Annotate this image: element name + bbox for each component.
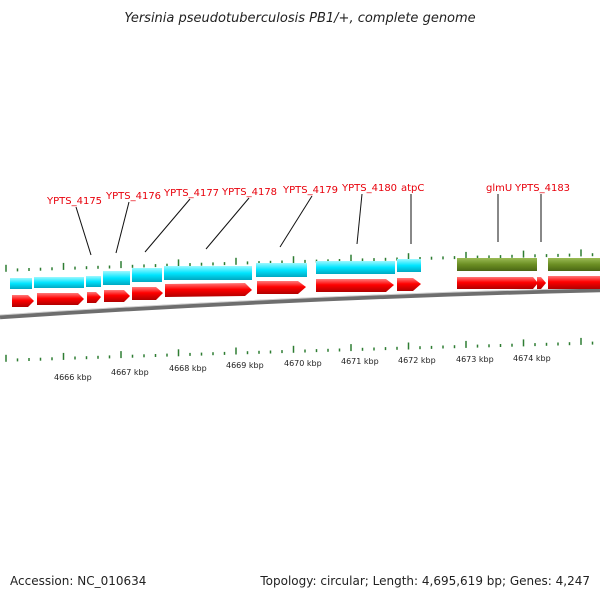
cyan-feature: [10, 278, 32, 289]
cyan-feature: [397, 259, 421, 272]
gene-label: atpC: [401, 183, 424, 194]
cyan-feature: [316, 261, 395, 274]
lower-tick-marks: [5, 337, 594, 362]
gene-label: YPTS_4183: [514, 183, 570, 194]
gene-leader-line: [75, 206, 92, 256]
scale-labels: 4666 kbp 4667 kbp 4668 kbp 4669 kbp 4670…: [54, 354, 551, 382]
gene-label: YPTS_4179: [282, 185, 338, 196]
gene-labels: YPTS_4175 YPTS_4176 YPTS_4177 YPTS_4178 …: [46, 183, 570, 256]
genome-backbone-highlight: [0, 287, 600, 316]
cds-arrow: [457, 277, 538, 289]
scale-label: 4670 kbp: [284, 359, 322, 368]
gene-leader-line: [356, 193, 363, 245]
cyan-feature: [164, 266, 252, 280]
cyan-feature: [103, 271, 130, 285]
gene-label: YPTS_4176: [105, 191, 161, 202]
cyan-feature: [132, 268, 162, 282]
cyan-feature-track: [10, 259, 421, 289]
cds-arrow: [37, 293, 84, 305]
cyan-feature: [34, 277, 84, 288]
scale-label: 4671 kbp: [341, 357, 379, 366]
cyan-feature: [86, 276, 101, 287]
cyan-feature: [256, 263, 307, 277]
cds-arrow: [104, 290, 130, 302]
gene-label: glmU: [486, 183, 512, 194]
scale-label: 4672 kbp: [398, 356, 436, 365]
gene-label: YPTS_4177: [163, 188, 219, 199]
olive-feature-track: [457, 258, 600, 271]
scale-label: 4673 kbp: [456, 355, 494, 364]
cds-arrow: [548, 276, 600, 289]
olive-feature: [548, 258, 600, 271]
gene-label: YPTS_4175: [46, 196, 102, 207]
map-title: Yersinia pseudotuberculosis PB1/+, compl…: [124, 11, 475, 26]
cds-track: [12, 276, 600, 307]
scale-label: 4667 kbp: [111, 368, 149, 377]
scale-label: 4668 kbp: [169, 364, 207, 373]
accession-text: Accession: NC_010634: [10, 574, 147, 588]
cds-arrow: [537, 277, 546, 289]
cds-arrow: [316, 279, 394, 292]
genome-summary-text: Topology: circular; Length: 4,695,619 bp…: [260, 574, 590, 588]
cds-arrow: [397, 278, 421, 291]
cds-arrow: [12, 295, 34, 307]
gene-leader-line: [279, 195, 313, 248]
cds-arrow: [132, 287, 163, 300]
gene-leader-line: [115, 201, 130, 254]
gene-leader-line: [144, 198, 191, 253]
scale-label: 4674 kbp: [513, 354, 551, 363]
cds-arrow: [165, 283, 252, 297]
scale-label: 4669 kbp: [226, 361, 264, 370]
cds-arrow: [257, 281, 306, 294]
genome-backbone: [0, 287, 600, 320]
olive-feature: [457, 258, 537, 271]
scale-label: 4666 kbp: [54, 373, 92, 382]
cds-arrow: [87, 292, 101, 303]
gene-label: YPTS_4180: [341, 183, 397, 194]
gene-leader-line: [205, 197, 250, 250]
gene-label: YPTS_4178: [221, 187, 277, 198]
